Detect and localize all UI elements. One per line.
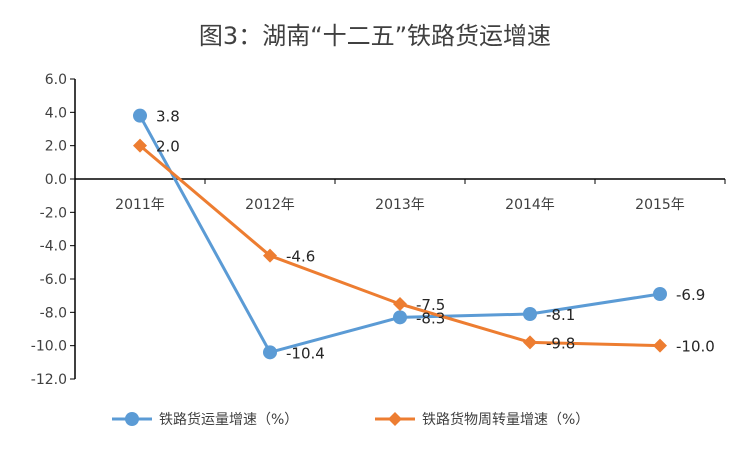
data-point <box>393 297 407 311</box>
data-label: -10.0 <box>676 338 715 356</box>
y-tick-label: 4.0 <box>45 105 67 121</box>
y-tick-label: 0.0 <box>45 172 67 188</box>
data-point <box>653 287 667 301</box>
y-tick-label: -10.0 <box>31 339 67 355</box>
legend-item-2: 铁路货物周转量增速（%） <box>375 411 589 428</box>
series-layer <box>133 108 667 360</box>
data-label: -8.1 <box>546 306 575 324</box>
data-point <box>263 345 277 360</box>
data-label: -8.3 <box>416 309 445 327</box>
data-label: 3.8 <box>156 108 180 126</box>
x-tick-label: 2012年 <box>245 197 295 213</box>
y-tick-label: 6.0 <box>45 72 67 88</box>
x-tick-label: 2011年 <box>115 197 165 213</box>
data-point <box>523 335 537 350</box>
data-point <box>263 248 277 263</box>
legend-swatch-marker <box>125 412 139 426</box>
chart-title: 图3：湖南“十二五”铁路货运增速 <box>199 22 551 50</box>
x-tick-label: 2015年 <box>635 197 685 213</box>
data-point <box>393 310 407 325</box>
legend-label: 铁路货物周转量增速（%） <box>422 411 589 428</box>
data-labels: 3.8 -10.4 -8.3 -8.1 -6.9 2.0 -4.6 -7.5 -9.8 -10.0 <box>156 108 715 363</box>
series-1 <box>133 108 667 360</box>
x-tick-label: 2013年 <box>375 197 425 213</box>
y-tick-label: -6.0 <box>40 272 67 288</box>
y-tick-label: -8.0 <box>40 305 67 321</box>
legend: 铁路货运量增速（%） 铁路货物周转量增速（%） <box>112 411 589 428</box>
y-tick-label: -4.0 <box>40 239 67 255</box>
y-tick-label: -12.0 <box>31 372 67 388</box>
data-label: -10.4 <box>286 344 325 362</box>
y-tick-label: -2.0 <box>40 205 67 221</box>
series-2 <box>133 138 667 353</box>
data-label: -7.5 <box>416 296 445 314</box>
data-point <box>133 138 147 153</box>
data-label: -6.9 <box>676 286 705 304</box>
legend-label: 铁路货运量增速（%） <box>159 411 298 428</box>
legend-item-1: 铁路货运量增速（%） <box>112 411 298 428</box>
data-point <box>653 338 667 353</box>
data-point <box>133 108 147 123</box>
axes: 6.0 4.0 2.0 0.0 -2.0 -4.0 -6.0 -8.0 -10.0 -12.0 20… <box>31 72 726 388</box>
data-point <box>523 307 537 321</box>
x-tick-label: 2014年 <box>505 197 555 213</box>
data-label: -9.8 <box>546 334 575 352</box>
data-label: -4.6 <box>286 248 315 266</box>
y-tick-label: 2.0 <box>45 139 67 155</box>
data-label: 2.0 <box>156 138 180 156</box>
legend-swatch-marker <box>388 412 402 426</box>
